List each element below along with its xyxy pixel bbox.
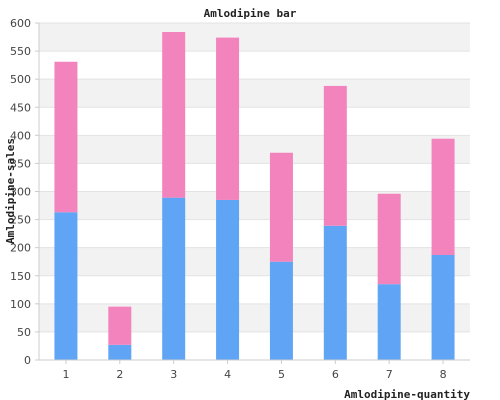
chart-title: Amlodipine bar <box>204 7 297 20</box>
bar-segment-series-1-cat-8 <box>431 254 455 360</box>
y-ticks: 0 50 100 150 200 250 300 350 400 450 500 550 600 <box>10 17 39 367</box>
x-axis-label: Amlodipine-quantity <box>344 388 470 400</box>
bar-segment-series-1-cat-3 <box>162 197 186 360</box>
grid-band <box>39 247 470 276</box>
x-tick-label: 1 <box>62 368 69 381</box>
grid-band <box>39 275 470 304</box>
bar-segment-series-2-cat-1 <box>54 61 78 213</box>
bar-segment-series-2-cat-8 <box>431 138 455 255</box>
y-tick-label: 350 <box>10 157 31 170</box>
bar-segment-series-1-cat-4 <box>216 199 240 360</box>
bar-segment-series-2-cat-3 <box>162 31 186 198</box>
x-tick-label: 5 <box>278 368 285 381</box>
bar-segment-series-2-cat-4 <box>216 37 240 200</box>
y-tick-label: 150 <box>10 270 31 283</box>
x-tick-label: 8 <box>440 368 447 381</box>
bar-segment-series-1-cat-2 <box>108 344 132 360</box>
x-tick-label: 2 <box>116 368 123 381</box>
grid-band <box>39 163 470 192</box>
y-tick-label: 500 <box>10 73 31 86</box>
bar-segment-series-2-cat-6 <box>323 85 347 226</box>
grid-band <box>39 79 470 108</box>
y-tick-label: 300 <box>10 186 31 199</box>
bar-segment-series-1-cat-1 <box>54 212 78 360</box>
bars <box>54 31 455 360</box>
x-tick-label: 4 <box>224 368 231 381</box>
grid-band <box>39 107 470 136</box>
x-tick-label: 7 <box>386 368 393 381</box>
x-tick-label: 6 <box>332 368 339 381</box>
grid-band <box>39 219 470 248</box>
y-tick-label: 200 <box>10 242 31 255</box>
bar-segment-series-2-cat-5 <box>269 152 293 262</box>
y-tick-label: 550 <box>10 45 31 58</box>
grid-band <box>39 23 470 52</box>
bar-segment-series-2-cat-2 <box>108 306 132 345</box>
bar-segment-series-2-cat-7 <box>377 193 401 285</box>
bar-segment-series-1-cat-6 <box>323 225 347 360</box>
y-tick-label: 250 <box>10 214 31 227</box>
y-tick-label: 600 <box>10 17 31 30</box>
grid-bands <box>39 22 470 361</box>
bar-segment-series-1-cat-7 <box>377 284 401 360</box>
y-tick-label: 50 <box>17 326 31 339</box>
x-ticks: 1 2 3 4 5 6 7 8 <box>62 360 447 381</box>
y-tick-label: 400 <box>10 129 31 142</box>
grid-band <box>39 135 470 164</box>
y-axis-label: Amlodipine-sales <box>4 138 17 244</box>
grid-band <box>39 191 470 220</box>
y-tick-label: 100 <box>10 298 31 311</box>
bar-segment-series-1-cat-5 <box>269 261 293 360</box>
grid-band <box>39 331 470 360</box>
y-tick-label: 0 <box>24 354 31 367</box>
grid-band <box>39 51 470 80</box>
grid-band <box>39 303 470 332</box>
y-tick-label: 450 <box>10 101 31 114</box>
x-tick-label: 3 <box>170 368 177 381</box>
